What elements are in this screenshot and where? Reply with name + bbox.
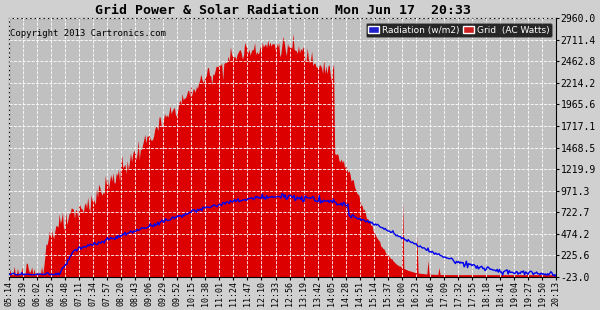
Legend: Radiation (w/m2), Grid  (AC Watts): Radiation (w/m2), Grid (AC Watts) xyxy=(365,23,552,37)
Title: Grid Power & Solar Radiation  Mon Jun 17  20:33: Grid Power & Solar Radiation Mon Jun 17 … xyxy=(95,4,470,17)
Text: Copyright 2013 Cartronics.com: Copyright 2013 Cartronics.com xyxy=(10,29,166,38)
